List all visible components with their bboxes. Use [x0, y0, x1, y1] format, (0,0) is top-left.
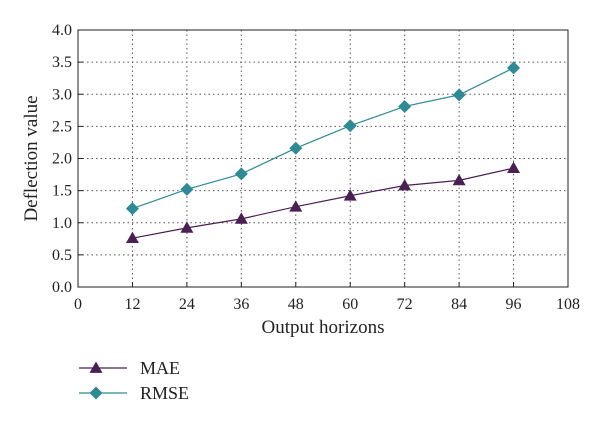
x-tick-label: 36 [233, 296, 249, 313]
y-tick-label: 3.0 [52, 86, 72, 103]
data-point-rmse [180, 182, 194, 196]
x-axis-label: Output horizons [262, 317, 385, 338]
data-point-mae [125, 231, 139, 244]
data-point-mae [452, 173, 466, 186]
legend: MAE RMSE [79, 358, 189, 403]
legend-marker-mae [89, 361, 103, 373]
data-point-rmse [343, 119, 357, 133]
data-point-mae [180, 221, 194, 233]
data-point-mae [398, 178, 412, 191]
y-tick-label: 2.5 [52, 118, 72, 135]
data-point-rmse [289, 141, 303, 155]
x-tick-label: 72 [397, 296, 413, 313]
data-point-rmse [125, 202, 139, 216]
x-tick-label: 12 [124, 296, 140, 313]
data-point-rmse [234, 167, 248, 181]
y-tick-label: 3.5 [52, 54, 72, 71]
series-layer [125, 61, 521, 244]
x-tick-label: 48 [288, 296, 304, 313]
data-point-mae [234, 212, 248, 224]
legend-marker-rmse [89, 386, 103, 400]
data-point-rmse [452, 88, 466, 102]
x-tick-label: 108 [556, 296, 580, 313]
data-point-mae [507, 161, 521, 174]
y-tick-label: 1.0 [52, 215, 72, 232]
x-axis-ticks: 0 12 24 36 48 60 72 84 96 108 [74, 282, 580, 313]
data-point-rmse [398, 99, 412, 113]
y-tick-label: 2.0 [52, 151, 72, 168]
x-tick-label: 60 [342, 296, 358, 313]
y-axis-ticks: 0.0 0.5 1.0 1.5 2.0 2.5 3.0 3.5 4.0 [52, 22, 83, 296]
series-line-mae [132, 167, 514, 239]
legend-label-rmse: RMSE [140, 383, 189, 403]
x-tick-label: 24 [179, 296, 195, 313]
y-axis-label: Deflection value [21, 95, 42, 221]
y-tick-label: 1.5 [52, 183, 72, 200]
data-point-mae [289, 200, 303, 212]
data-point-mae [343, 189, 357, 201]
x-tick-label: 84 [451, 296, 467, 313]
x-tick-label: 96 [506, 296, 522, 313]
legend-label-mae: MAE [140, 358, 180, 378]
x-tick-label: 0 [74, 296, 82, 313]
y-tick-label: 0.5 [52, 247, 72, 264]
y-tick-label: 4.0 [52, 22, 72, 39]
data-point-rmse [507, 61, 521, 75]
y-tick-label: 0.0 [52, 279, 72, 296]
grid-lines [78, 30, 568, 287]
series-line-rmse [132, 67, 514, 210]
